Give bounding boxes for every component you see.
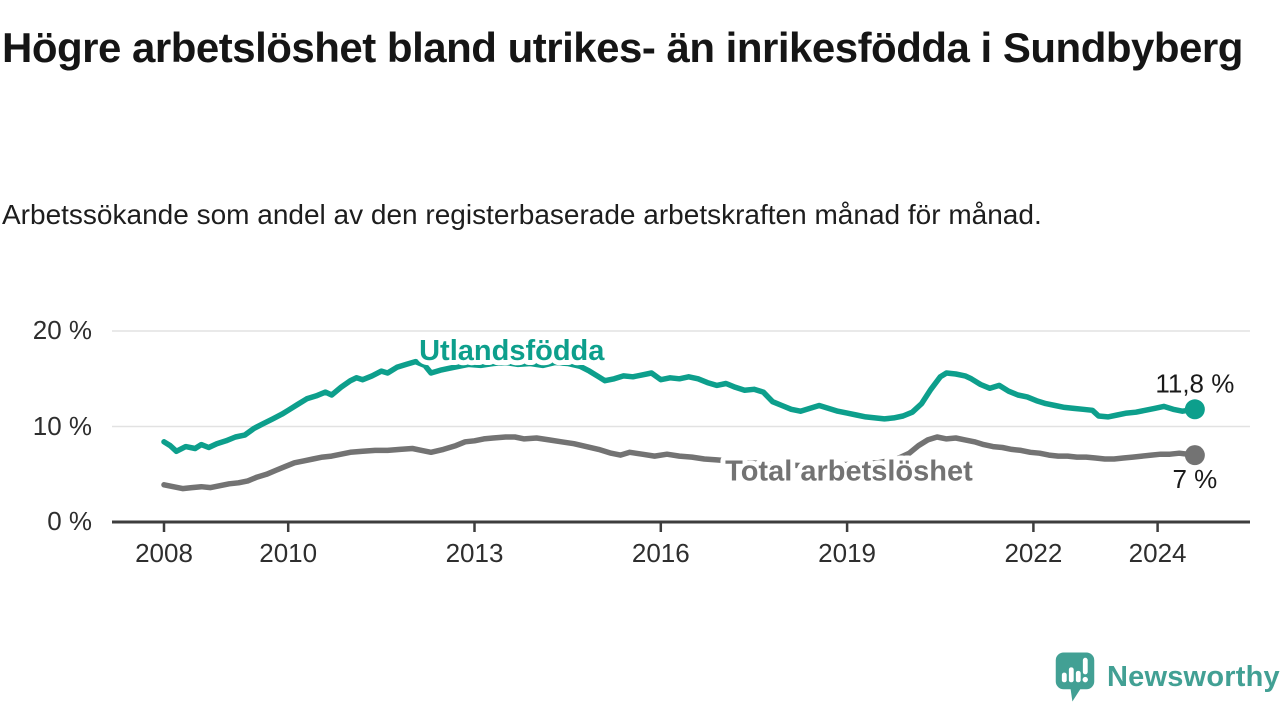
newsworthy-logo-icon: [1055, 652, 1095, 702]
x-axis-tick-label: 2010: [259, 538, 318, 568]
y-axis-tick-label: 0 %: [47, 506, 92, 536]
y-axis-tick-label: 20 %: [32, 315, 92, 345]
series-label: Total arbetslöshet: [725, 455, 973, 487]
x-axis-tick-label: 2022: [1004, 538, 1063, 568]
series-end-dot: [1184, 445, 1205, 466]
x-axis-tick-label: 2013: [445, 538, 504, 568]
x-axis-tick-label: 2008: [135, 538, 193, 568]
x-axis-tick-label: 2024: [1128, 538, 1187, 568]
x-axis-tick-label: 2019: [818, 538, 877, 568]
chart-subtitle: Arbetssökande som andel av den registerb…: [2, 199, 1042, 230]
series-end-dot: [1184, 399, 1205, 420]
series-label: Utlandsfödda: [419, 335, 605, 367]
series-line-total-arbetsl-shet: [161, 434, 1198, 492]
page-title: Högre arbetslöshet bland utrikes- än inr…: [2, 24, 1243, 71]
newsworthy-logo: Newsworthy: [1054, 650, 1280, 704]
y-axis-tick-label: 10 %: [32, 410, 92, 441]
newsworthy-logo-text: Newsworthy: [1107, 660, 1280, 693]
series-label: Utlandsfödda: [419, 335, 605, 367]
series-line-utlandsf-dda: [161, 358, 1198, 455]
x-axis-tick-label: 2016: [631, 538, 690, 568]
series-label: Total arbetslöshet: [725, 455, 973, 487]
end-value-label: 11,8 %: [1155, 368, 1234, 398]
end-value-label: 7 %: [1172, 464, 1217, 494]
